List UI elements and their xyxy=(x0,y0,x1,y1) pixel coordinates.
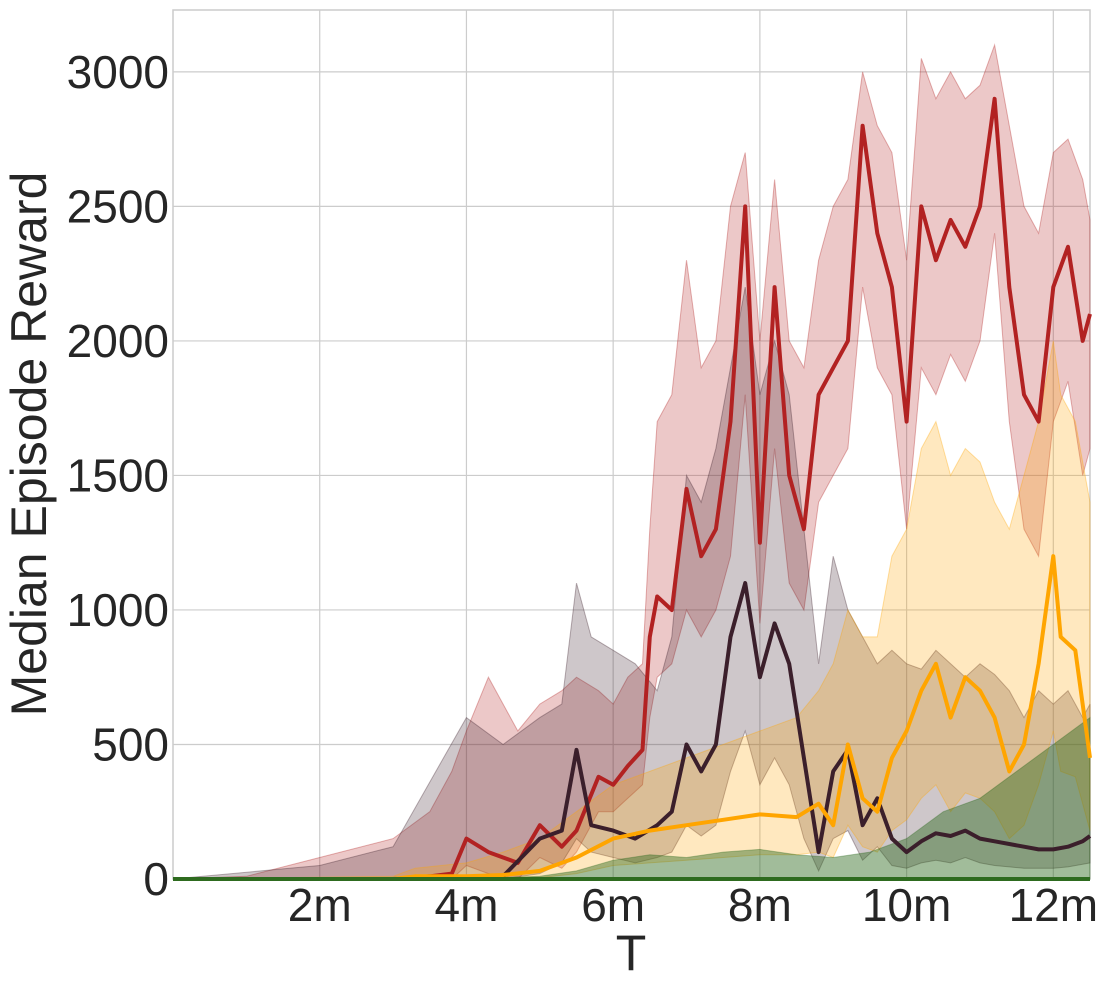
plot-background xyxy=(172,9,1091,880)
x-tick-label: 8m xyxy=(728,879,792,931)
y-tick-label: 2500 xyxy=(67,180,169,232)
series-3-band xyxy=(172,340,1091,880)
tick-labels: 2m 4m 6m 8m 10m 12m 0 500 1000 1500 2000 2500 3000 xyxy=(67,46,1098,931)
y-axis-label: Median Episode Reward xyxy=(1,172,57,717)
series-lines xyxy=(173,96,1092,881)
y-tick-label: 1500 xyxy=(67,449,169,501)
y-tick-label: 3000 xyxy=(67,46,169,98)
series-1-band xyxy=(172,43,1091,880)
y-tick-label: 500 xyxy=(92,718,169,770)
confidence-bands xyxy=(172,43,1091,880)
series-2-line xyxy=(173,581,1092,881)
y-tick-label: 0 xyxy=(143,853,169,905)
x-tick-label: 10m xyxy=(862,879,951,931)
x-tick-label: 6m xyxy=(581,879,645,931)
series-2-band xyxy=(172,287,1091,880)
x-tick-label: 2m xyxy=(288,879,352,931)
y-tick-label: 2000 xyxy=(67,315,169,367)
y-tick-label: 1000 xyxy=(67,584,169,636)
x-axis-label: T xyxy=(616,925,647,981)
series-1-line xyxy=(173,96,1092,881)
series-3-line xyxy=(173,554,1092,881)
x-tick-label: 4m xyxy=(434,879,498,931)
x-tick-label: 12m xyxy=(1009,879,1098,931)
